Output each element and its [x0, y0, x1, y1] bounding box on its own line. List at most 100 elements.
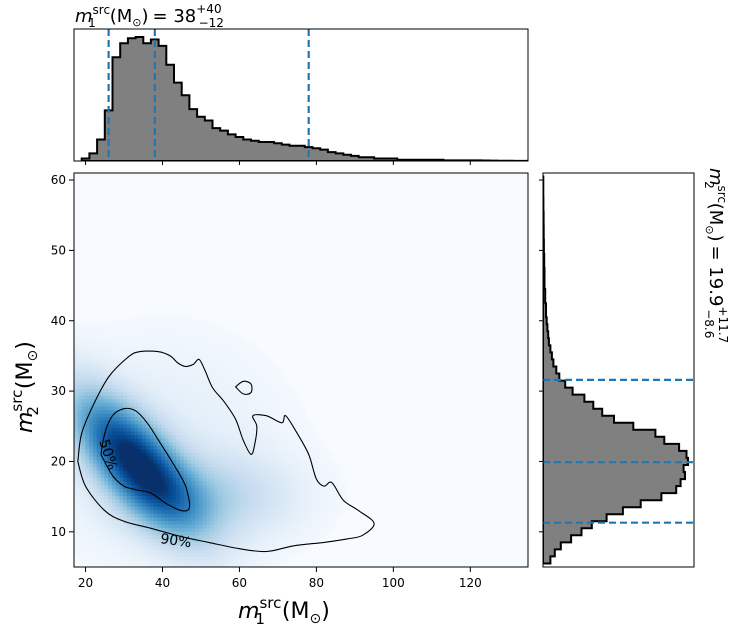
heatmap-cell — [161, 441, 166, 446]
heatmap-cell — [236, 484, 242, 489]
heatmap-cell — [183, 427, 189, 432]
heatmap-cell — [213, 373, 219, 378]
heatmap-cell — [282, 552, 287, 557]
heatmap-cell — [255, 380, 260, 385]
heatmap-cell — [217, 441, 223, 446]
heatmap-cell — [176, 330, 181, 335]
heatmap-cell — [138, 362, 143, 368]
heatmap-cell — [274, 370, 279, 375]
heatmap-cell — [161, 370, 166, 375]
heatmap-cell — [282, 477, 287, 482]
heatmap-cell — [172, 470, 177, 475]
heatmap-cell — [293, 524, 298, 529]
heatmap-cell — [142, 498, 147, 504]
heatmap-cell — [187, 405, 192, 410]
heatmap-cell — [236, 448, 242, 453]
heatmap-cell — [172, 355, 177, 360]
heatmap-cell — [134, 531, 139, 536]
heatmap-cell — [308, 527, 313, 532]
heatmap-cell — [176, 373, 181, 378]
heatmap-cell — [164, 434, 170, 439]
heatmap-cell — [176, 466, 181, 471]
heatmap-cell — [198, 434, 204, 439]
heatmap-cell — [119, 334, 124, 339]
heatmap-cell — [195, 531, 200, 536]
heatmap-cell — [248, 441, 253, 446]
heatmap-cell — [191, 556, 196, 561]
heatmap-cell — [240, 513, 245, 518]
heatmap-cell — [153, 327, 158, 332]
heatmap-cell — [232, 377, 238, 382]
heatmap-cell — [263, 362, 268, 368]
heatmap-cell — [274, 395, 279, 400]
heatmap-cell — [108, 409, 113, 414]
heatmap-cell — [134, 541, 139, 547]
heatmap-cell — [123, 545, 128, 550]
heatmap-cell — [210, 334, 215, 339]
heatmap-cell — [259, 495, 264, 500]
heatmap-cell — [301, 527, 306, 532]
heatmap-cell — [308, 448, 313, 453]
heatmap-cell — [142, 387, 147, 393]
heatmap-cell — [123, 380, 128, 385]
heatmap-cell — [274, 552, 279, 557]
heatmap-cell — [104, 405, 109, 410]
heatmap-cell — [213, 481, 219, 486]
heatmap-cell — [89, 470, 94, 475]
heatmap-cell — [92, 348, 98, 353]
heatmap-cell — [248, 373, 253, 378]
heatmap-cell — [138, 402, 143, 407]
heatmap-cell — [229, 524, 234, 529]
heatmap-cell — [74, 327, 79, 332]
heatmap-cell — [225, 506, 230, 511]
heatmap-cell — [111, 463, 117, 468]
heatmap-cell — [161, 316, 166, 321]
heatmap-cell — [142, 531, 147, 536]
heatmap-cell — [85, 323, 90, 328]
heatmap-cell — [96, 441, 102, 446]
heatmap-cell — [77, 498, 83, 504]
heatmap-cell — [130, 344, 136, 350]
heatmap-cell — [198, 509, 204, 514]
heatmap-cell — [183, 549, 189, 554]
heatmap-cell — [278, 402, 283, 407]
heatmap-cell — [229, 477, 234, 482]
heatmap-cell — [221, 524, 226, 529]
heatmap-cell — [85, 552, 90, 557]
heatmap-cell — [77, 445, 83, 450]
heatmap-cell — [244, 559, 249, 565]
heatmap-cell — [119, 377, 124, 382]
heatmap-cell — [126, 498, 132, 504]
heatmap-cell — [240, 341, 245, 346]
heatmap-cell — [81, 506, 86, 511]
heatmap-cell — [81, 491, 86, 496]
heatmap-cell — [278, 541, 283, 547]
heatmap-cell — [111, 520, 117, 525]
heatmap-cell — [198, 488, 204, 493]
heatmap-cell — [130, 448, 136, 453]
heatmap-cell — [172, 341, 177, 346]
heatmap-cell — [108, 434, 113, 439]
heatmap-cell — [100, 377, 105, 382]
heatmap-cell — [179, 370, 185, 375]
heatmap-cell — [96, 556, 102, 561]
heatmap-cell — [335, 495, 340, 500]
heatmap-cell — [74, 373, 79, 378]
heatmap-cell — [134, 545, 139, 550]
heatmap-cell — [187, 438, 192, 443]
heatmap-cell — [100, 337, 105, 342]
heatmap-cell — [111, 427, 117, 432]
heatmap-cell — [263, 556, 268, 561]
heatmap-cell — [157, 412, 162, 418]
heatmap-cell — [217, 488, 223, 493]
heatmap-cell — [89, 488, 94, 493]
heatmap-cell — [206, 491, 211, 496]
heatmap-cell — [149, 495, 155, 500]
heatmap-cell — [74, 459, 79, 464]
heatmap-cell — [335, 470, 340, 475]
heatmap-cell — [157, 423, 162, 428]
heatmap-cell — [229, 380, 234, 385]
heatmap-cell — [104, 516, 109, 522]
heatmap-cell — [115, 430, 120, 436]
